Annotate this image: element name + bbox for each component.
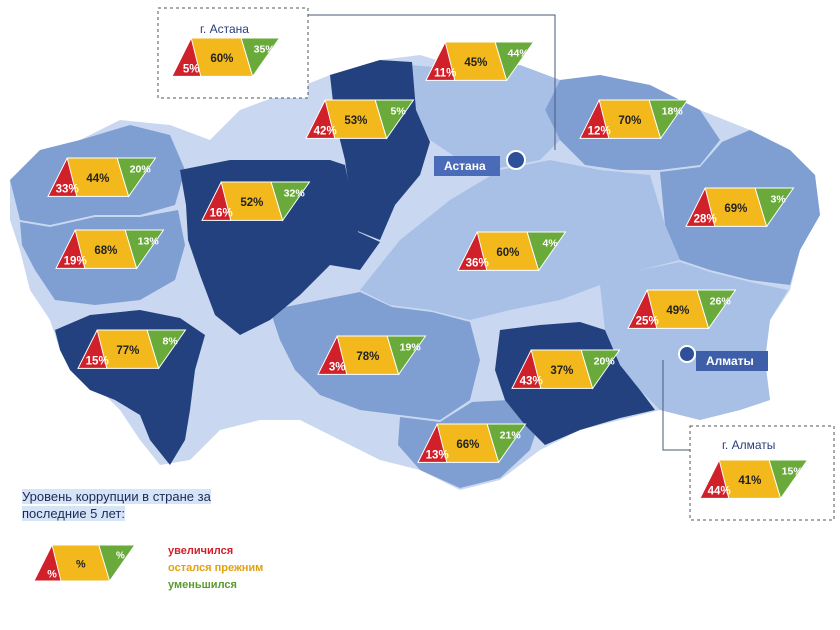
same-value-east-kazakhstan: 69% [724, 203, 747, 215]
same-value-kostanay: 52% [240, 197, 263, 209]
badge-kostanay: 16% 52% 32% [201, 181, 311, 222]
increased-value-west-kazakhstan: 33% [56, 184, 79, 196]
decreased-value-east-kazakhstan: 3% [771, 193, 787, 205]
decreased-value-karaganda: 4% [543, 237, 559, 249]
same-value-west-kazakhstan: 44% [86, 173, 109, 185]
decreased-triangle-almaty-city [768, 459, 809, 500]
almaty-label[interactable]: Алматы [696, 351, 768, 371]
badge-almaty-city: 44% 41% 15% [699, 459, 809, 500]
decreased-triangle-legend [98, 544, 136, 583]
increased-value-astana-city: 5% [183, 64, 200, 76]
decreased-value-north-kazakhstan: 44% [508, 47, 530, 59]
decreased-triangle-zhambyl [580, 349, 621, 390]
badge-akmola: 42% 53% 5% [305, 99, 415, 140]
region-north-kazakhstan[interactable] [410, 65, 560, 168]
decreased-triangle-south-kazakhstan [486, 423, 527, 464]
badge-mangystau: 15% 77% 8% [77, 329, 187, 370]
legend-increased-label: увеличился [168, 545, 234, 557]
badge-south-kazakhstan: 13% 66% 21% [417, 423, 527, 464]
same-value-almaty-city: 41% [738, 475, 761, 487]
decreased-value-akmola: 5% [391, 105, 407, 117]
same-value-pavlodar: 70% [618, 115, 641, 127]
decreased-value-kostanay: 32% [284, 187, 306, 199]
increased-value-almaty-city: 44% [708, 486, 731, 498]
decreased-value-zhambyl: 20% [594, 355, 616, 367]
same-value-north-kazakhstan: 45% [464, 57, 487, 69]
decreased-triangle-kostanay [270, 181, 311, 222]
same-value-kyzylorda: 78% [356, 351, 379, 363]
increased-value-legend: % [47, 568, 57, 580]
decreased-triangle-north-kazakhstan [494, 41, 535, 82]
badge-east-kazakhstan: 28% 69% 3% [685, 187, 795, 228]
increased-value-mangystau: 15% [86, 356, 109, 368]
decreased-value-atyrau: 13% [138, 235, 160, 247]
decreased-value-legend: % [116, 551, 125, 562]
badge-atyrau: 19% 68% 13% [55, 229, 165, 270]
almaty-leader-line [662, 360, 690, 451]
astana-leader-line [308, 14, 556, 150]
increased-value-east-kazakhstan: 28% [694, 214, 717, 226]
badge-north-kazakhstan: 11% 45% 44% [425, 41, 535, 82]
legend-title: Уровень коррупции в стране за последние … [22, 488, 272, 522]
decreased-value-almaty-region: 26% [710, 295, 732, 307]
decreased-triangle-pavlodar [648, 99, 689, 140]
badge-astana-city: 5% 60% 35% [171, 37, 281, 78]
astana-dot[interactable] [506, 150, 526, 170]
decreased-triangle-east-kazakhstan [754, 187, 795, 228]
increased-value-north-kazakhstan: 11% [434, 68, 456, 80]
same-value-almaty-region: 49% [666, 305, 689, 317]
badge-kyzylorda: 3% 78% 19% [317, 335, 427, 376]
almaty-dot[interactable] [678, 345, 696, 363]
legend-same-label: остался прежним [168, 562, 264, 574]
increased-value-kyzylorda: 3% [329, 362, 346, 374]
badge-pavlodar: 12% 70% 18% [579, 99, 689, 140]
increased-value-pavlodar: 12% [588, 126, 611, 138]
decreased-value-west-kazakhstan: 20% [130, 163, 152, 175]
increased-value-atyrau: 19% [64, 256, 87, 268]
badge-legend: %%% [33, 544, 136, 583]
badge-zhambyl: 43% 37% 20% [511, 349, 621, 390]
decreased-triangle-west-kazakhstan [116, 157, 157, 198]
decreased-value-mangystau: 8% [163, 335, 179, 347]
same-value-legend: % [76, 559, 86, 571]
almaty-box-title: г. Алматы [722, 438, 776, 452]
decreased-value-almaty-city: 15% [782, 465, 804, 477]
same-value-south-kazakhstan: 66% [456, 439, 479, 451]
decreased-value-south-kazakhstan: 21% [500, 429, 522, 441]
increased-value-south-kazakhstan: 13% [426, 450, 449, 462]
badge-karaganda: 36% 60% 4% [457, 231, 567, 272]
decreased-value-pavlodar: 18% [662, 105, 684, 117]
badge-west-kazakhstan: 33% 44% 20% [47, 157, 157, 198]
decreased-triangle-karaganda [526, 231, 567, 272]
same-value-karaganda: 60% [496, 247, 519, 259]
decreased-value-astana-city: 35% [254, 43, 276, 55]
legend-title-text: Уровень коррупции в стране за последние … [22, 489, 211, 521]
increased-value-akmola: 42% [314, 126, 337, 138]
same-value-atyrau: 68% [94, 245, 117, 257]
decreased-triangle-almaty-region [696, 289, 737, 330]
astana-box-title: г. Астана [200, 22, 249, 36]
decreased-triangle-atyrau [124, 229, 165, 270]
increased-value-zhambyl: 43% [520, 376, 543, 388]
increased-value-kostanay: 16% [210, 208, 233, 220]
same-value-astana-city: 60% [210, 53, 233, 65]
legend-decreased-label: уменьшился [168, 579, 237, 591]
increased-value-karaganda: 36% [466, 258, 489, 270]
decreased-triangle-astana-city [240, 37, 281, 78]
increased-value-almaty-region: 25% [636, 316, 659, 328]
same-value-akmola: 53% [344, 115, 367, 127]
decreased-value-kyzylorda: 19% [400, 341, 422, 353]
decreased-triangle-akmola [374, 99, 415, 140]
decreased-triangle-mangystau [146, 329, 187, 370]
astana-label[interactable]: Астана [434, 156, 500, 176]
same-value-mangystau: 77% [116, 345, 139, 357]
decreased-triangle-kyzylorda [386, 335, 427, 376]
same-value-zhambyl: 37% [550, 365, 573, 377]
badge-almaty-region: 25% 49% 26% [627, 289, 737, 330]
